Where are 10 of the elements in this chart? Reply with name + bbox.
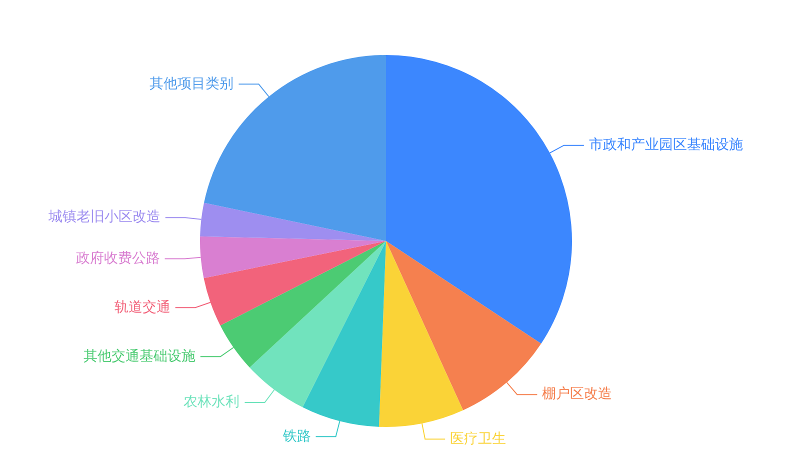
slice-label: 医疗卫生 (450, 430, 506, 447)
slice-label: 其他交通基础设施 (83, 348, 196, 364)
slice-label: 农林水利 (184, 394, 240, 410)
slice-label: 市政和产业园区基础设施 (588, 137, 743, 153)
slice-label: 轨道交通 (114, 299, 170, 316)
slice-label: 其他项目类别 (150, 76, 234, 92)
slice-label: 政府收费公路 (76, 250, 160, 266)
slice-label: 棚户区改造 (542, 386, 612, 402)
slice-label: 城镇老旧小区改造 (47, 209, 160, 226)
slice-label: 铁路 (282, 428, 311, 444)
